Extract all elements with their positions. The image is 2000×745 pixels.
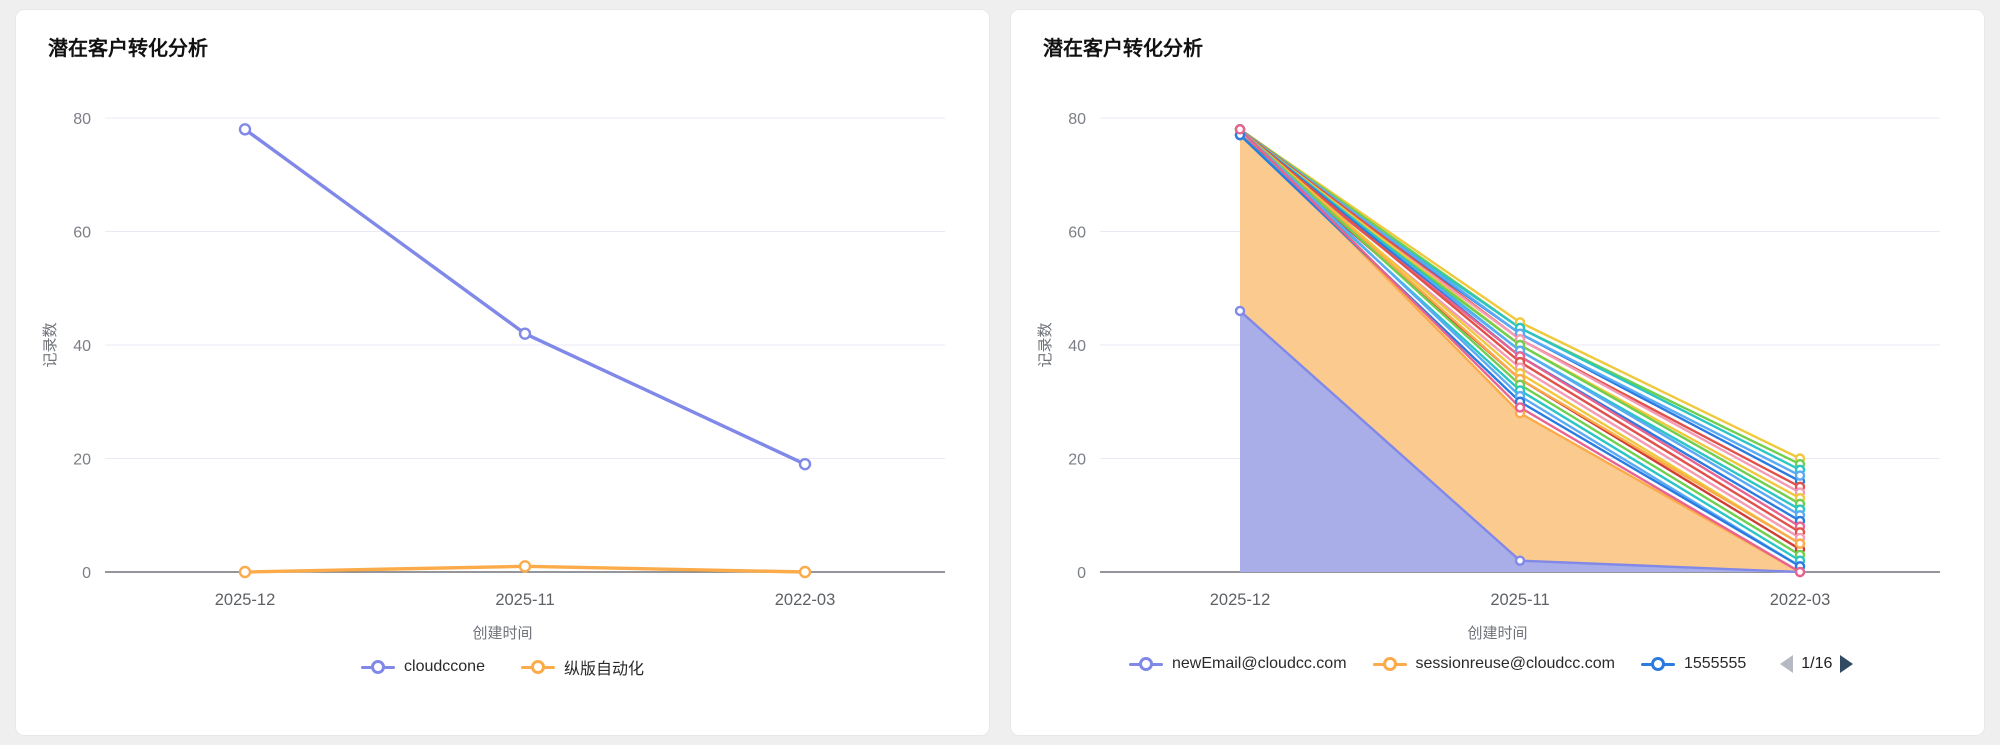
legend-item[interactable]: 纵版自动化	[520, 655, 644, 679]
chart-title: 潜在客户转化分析	[1043, 38, 1203, 60]
legend-label: cloudccone	[404, 658, 485, 675]
data-point-marker	[1234, 124, 1245, 135]
data-point-marker	[1794, 470, 1805, 481]
legend-next-icon[interactable]	[1840, 655, 1854, 673]
legend-pager: 1/16	[1780, 655, 1854, 673]
y-axis-title: 记录数	[1037, 322, 1054, 367]
data-point-marker	[518, 327, 531, 340]
y-tick-label: 20	[1068, 452, 1086, 469]
legend-item[interactable]: newEmail@cloudcc.com	[1129, 655, 1347, 673]
x-tick-label: 2022-03	[774, 591, 835, 609]
legend-marker-icon	[1372, 657, 1407, 672]
y-tick-label: 80	[73, 111, 91, 128]
chart-card-left: 潜在客户转化分析 0 20 40 60 80 2025-12 2025-11 2022-03 记…	[15, 9, 990, 736]
legend-label: newEmail@cloudcc.com	[1172, 655, 1347, 672]
data-point-marker	[518, 560, 531, 573]
data-point-marker	[238, 565, 251, 579]
legend-label: 纵版自动化	[563, 661, 644, 678]
series-line	[242, 127, 807, 466]
x-tick-label: 2025-12	[1209, 591, 1270, 609]
data-point-marker	[1514, 555, 1525, 566]
data-point-marker	[1794, 538, 1805, 549]
legend-item[interactable]: cloudccone	[361, 658, 485, 676]
y-axis-title: 记录数	[42, 322, 59, 367]
legend-marker-icon	[520, 660, 555, 675]
legend-page-indicator: 1/16	[1801, 655, 1833, 672]
chart-title: 潜在客户转化分析	[48, 38, 208, 60]
legend: newEmail@cloudcc.com sessionreuse@cloudcc…	[1011, 655, 1984, 673]
x-tick-label: 2022-03	[1769, 591, 1830, 609]
chart-card-right: 潜在客户转化分析 0 20 40 60 80 2025-12 2025-11 2022-03 记…	[1010, 9, 1985, 736]
data-point-marker	[798, 565, 811, 579]
legend-item[interactable]: sessionreuse@cloudcc.com	[1372, 655, 1615, 673]
legend-marker-icon	[1129, 657, 1163, 672]
legend-item[interactable]: 1555555	[1640, 655, 1747, 673]
y-tick-label: 80	[1068, 111, 1086, 128]
legend-label: sessionreuse@cloudcc.com	[1415, 655, 1615, 672]
x-tick-label: 2025-11	[495, 591, 554, 609]
line-chart-canvas[interactable]: 0 20 40 60 80 2025-12 2025-11 2022-03 记录数	[33, 90, 973, 620]
x-tick-label: 2025-12	[214, 591, 275, 609]
y-tick-label: 60	[73, 225, 91, 242]
series-area	[1239, 310, 1800, 572]
y-tick-label: 40	[73, 338, 91, 355]
y-tick-label: 20	[73, 452, 91, 469]
data-point-marker	[1794, 566, 1805, 578]
legend-marker-icon	[361, 660, 396, 675]
data-point-marker	[798, 457, 811, 471]
area-chart-canvas[interactable]: 0 20 40 60 80 2025-12 2025-11 2022-03 记录数	[1028, 90, 1968, 620]
legend-marker-icon	[1640, 657, 1675, 672]
y-tick-label: 0	[82, 565, 91, 582]
y-tick-label: 0	[1077, 565, 1086, 582]
data-point-marker	[1514, 402, 1525, 413]
x-tick-label: 2025-11	[1490, 591, 1549, 609]
data-point-marker	[1234, 305, 1245, 317]
legend-prev-icon	[1780, 655, 1794, 673]
chart-plot-area: 0 20 40 60 80 2025-12 2025-11 2022-03 记录数	[1011, 90, 1984, 620]
x-axis-title: 创建时间	[472, 625, 533, 642]
legend-label: 1555555	[1683, 655, 1747, 672]
x-axis-title: 创建时间	[1467, 625, 1528, 642]
chart-plot-area: 0 20 40 60 80 2025-12 2025-11 2022-03 记录数	[16, 90, 989, 620]
y-tick-label: 60	[1068, 225, 1086, 242]
data-point-marker	[238, 123, 251, 136]
legend: cloudccone 纵版自动化	[16, 655, 989, 679]
y-tick-label: 40	[1068, 338, 1086, 355]
